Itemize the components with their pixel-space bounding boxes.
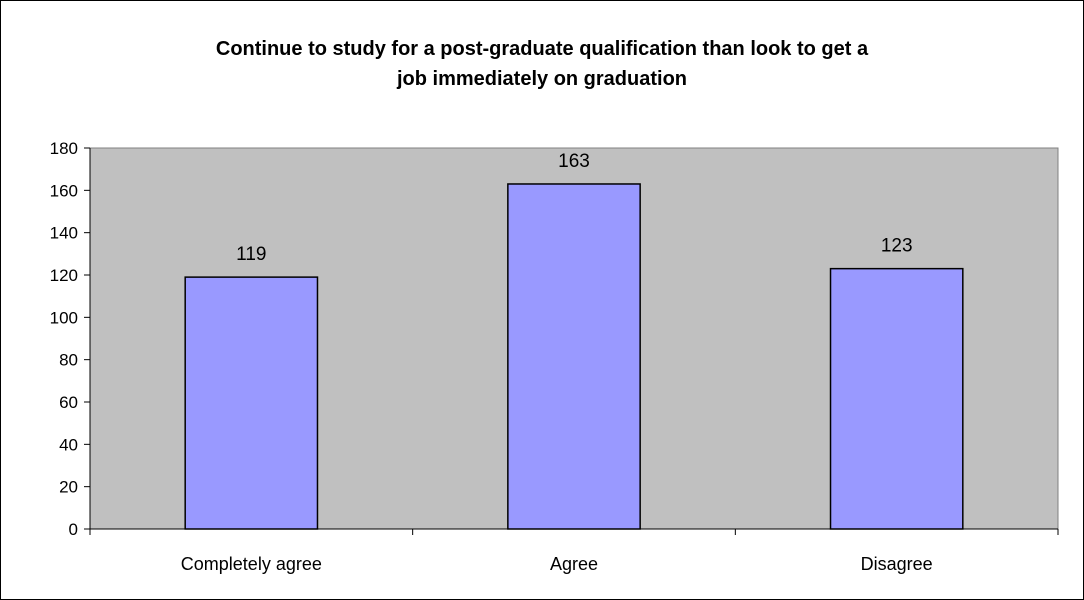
y-tick-label: 80 (59, 351, 78, 370)
bar-data-label: 123 (881, 236, 913, 257)
y-tick-label: 120 (50, 266, 78, 285)
chart-title: Continue to study for a post-graduate qu… (0, 34, 1084, 94)
chart-title-line-2: job immediately on graduation (396, 68, 688, 90)
y-tick-label: 40 (59, 435, 78, 454)
bar (829, 267, 964, 530)
bar-data-label: 119 (236, 244, 266, 265)
y-tick-label: 60 (59, 393, 78, 412)
bar-data-label: 163 (558, 151, 590, 172)
chart-title-line-1: Continue to study for a post-graduate qu… (215, 38, 869, 60)
x-category-label: Completely agree (181, 554, 322, 574)
y-tick-label: 100 (50, 308, 78, 327)
x-category-label: Disagree (861, 554, 933, 574)
y-tick-label: 140 (50, 224, 78, 243)
bar (184, 276, 319, 530)
y-tick-label: 160 (50, 181, 78, 200)
x-category-label: Agree (550, 554, 598, 574)
y-tick-label: 180 (50, 139, 78, 158)
bar (507, 183, 641, 530)
y-tick-label: 20 (59, 478, 78, 497)
y-tick-label: 0 (69, 520, 78, 539)
